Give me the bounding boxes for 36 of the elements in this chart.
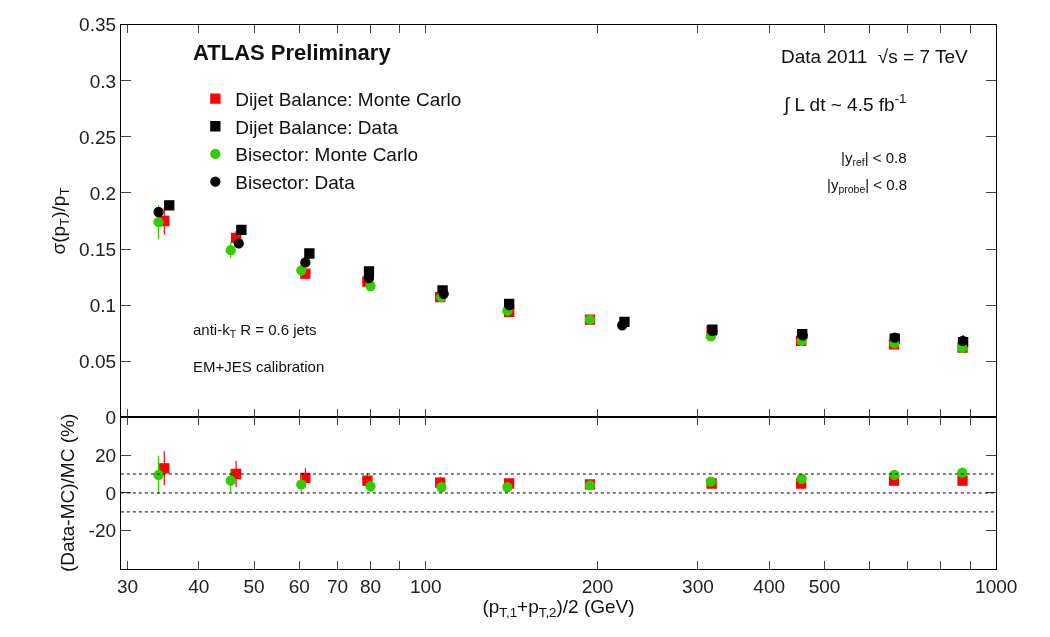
y-tick-label: 0 — [105, 482, 117, 504]
y-tick-label: 0.15 — [79, 238, 117, 260]
y-tick-label: 0.1 — [89, 294, 117, 316]
annotation: |y$_{probe}$| < 0.8 — [827, 176, 908, 196]
y-tick-label: 0.25 — [79, 126, 117, 148]
x-tick-label: 50 — [243, 575, 265, 597]
annotation: Data 2011 √s = 7 TeV — [781, 46, 968, 67]
annotation: ATLAS Preliminary — [193, 40, 392, 65]
legend-label: Bisector: Monte Carlo — [235, 144, 419, 166]
x-tick-label: 500 — [808, 575, 841, 597]
annotation: anti-k$_{T}$ R = 0.6 jets — [193, 321, 317, 341]
x-tick-label: 40 — [188, 575, 210, 597]
annotation: EM+JES calibration — [193, 358, 325, 375]
x-axis-title: (p$_{T,1}$+p$_{T,2}$)/2 (GeV) — [482, 596, 635, 621]
x-tick-label: 80 — [359, 575, 382, 597]
annotation: ∫ L dt ~ 4.5 fb$^{-1}$ — [783, 91, 907, 116]
x-tick-label: 60 — [288, 575, 310, 597]
legend-label: Dijet Balance: Monte Carlo — [235, 88, 462, 110]
x-tick-label: 100 — [409, 575, 442, 597]
x-tick-label: 1000 — [975, 575, 1018, 597]
y-tick-label: -20 — [88, 520, 117, 542]
y-tick-label: 0.3 — [89, 70, 117, 92]
x-tick-label: 300 — [682, 575, 714, 597]
y-tick-label: 0 — [105, 406, 117, 428]
legend-label: Dijet Balance: Data — [235, 116, 399, 138]
legend-label: Bisector: Data — [235, 172, 356, 194]
y-tick-label: 0.35 — [79, 14, 117, 36]
x-tick-label: 400 — [753, 575, 786, 597]
y-tick-label: 20 — [94, 444, 117, 466]
y-tick-label: 0.2 — [89, 182, 117, 204]
y-axis-title: (Data-MC)/MC (%) — [57, 413, 79, 573]
x-tick-label: 30 — [116, 575, 139, 597]
y-tick-label: 0.05 — [79, 350, 117, 372]
annotation: |y$_{ref}$| < 0.8 — [841, 149, 907, 169]
x-tick-label: 200 — [581, 575, 614, 597]
x-tick-label: 70 — [326, 575, 349, 597]
